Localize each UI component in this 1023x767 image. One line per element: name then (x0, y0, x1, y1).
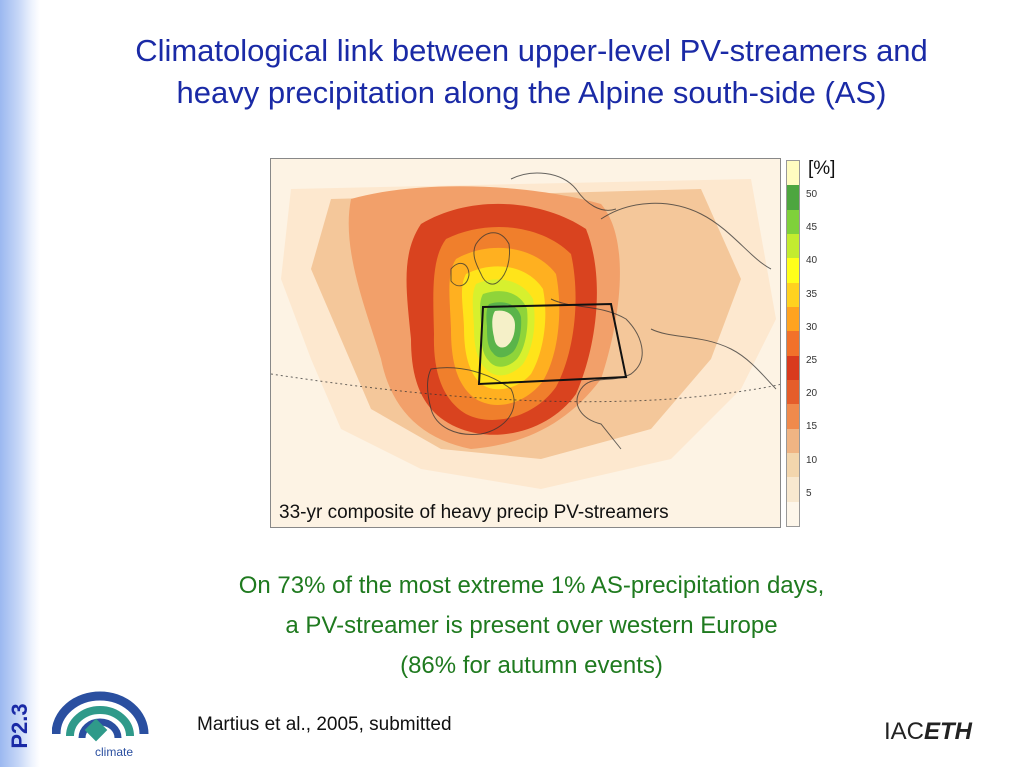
alpine-south-side-box (477, 302, 628, 386)
colorbar-swatch (787, 452, 799, 478)
colorbar-tick: 50 (806, 189, 818, 200)
title-line-1: Climatological link between upper-level … (135, 33, 928, 68)
colorbar-swatch (787, 161, 799, 186)
composite-map: 33-yr composite of heavy precip PV-strea… (270, 158, 781, 528)
map-caption: 33-yr composite of heavy precip PV-strea… (279, 502, 669, 523)
colorbar-unit: [%] (808, 158, 836, 179)
colorbar-swatch (787, 428, 799, 453)
key-finding: On 73% of the most extreme 1% AS-precipi… (40, 566, 1023, 686)
colorbar-swatch (787, 331, 799, 356)
finding-line-1: On 73% of the most extreme 1% AS-precipi… (238, 572, 825, 599)
iac-text: IAC (884, 718, 925, 745)
colorbar-swatch (787, 233, 799, 259)
institute-logo: IACETH (884, 718, 972, 746)
colorbar-swatch (787, 379, 799, 405)
coastlines (271, 172, 780, 450)
slide-number-label: P2.3 (7, 703, 32, 749)
finding-line-3: (86% for autumn events) (400, 652, 663, 679)
map-graphic (271, 159, 780, 527)
colorbar-tick: 40 (806, 255, 818, 266)
colorbar-tick: 30 (806, 322, 818, 333)
colorbar-swatch (787, 306, 799, 332)
colorbar-tick: 35 (806, 289, 818, 300)
nccr-climate-logo: climate (51, 690, 152, 760)
side-bar (0, 0, 40, 767)
colorbar-swatch (787, 404, 799, 429)
slide-title: Climatological link between upper-level … (40, 30, 1023, 114)
colorbar-tick: 25 (806, 355, 818, 366)
contour-peak (492, 310, 515, 348)
colorbar-swatch (787, 501, 799, 526)
colorbar-tick: 45 (806, 222, 818, 233)
colorbar (786, 160, 800, 527)
colorbar-tick: 15 (806, 421, 818, 432)
colorbar-swatch (787, 209, 799, 234)
colorbar-swatch (787, 258, 799, 283)
colorbar-swatch (787, 477, 799, 502)
eth-text: ETH (924, 718, 973, 745)
citation: Martius et al., 2005, submitted (197, 714, 452, 735)
colorbar-tick: 5 (806, 488, 812, 499)
colorbar-tick: 10 (806, 455, 818, 466)
colorbar-swatch (787, 185, 799, 210)
logo-text: climate (95, 745, 133, 759)
colorbar-swatch (787, 282, 799, 307)
logo-graphic: climate (51, 691, 149, 759)
finding-line-2: a PV-streamer is present over western Eu… (285, 612, 778, 639)
colorbar-tick: 20 (806, 388, 818, 399)
title-line-2: heavy precipitation along the Alpine sou… (176, 75, 887, 110)
colorbar-swatch (787, 355, 799, 380)
